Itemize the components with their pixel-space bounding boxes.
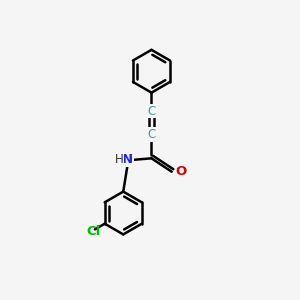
Text: H: H — [114, 153, 123, 166]
Text: C: C — [147, 128, 156, 141]
Text: O: O — [176, 165, 187, 178]
Text: N: N — [122, 153, 133, 166]
Text: C: C — [147, 105, 156, 118]
Text: Cl: Cl — [86, 225, 100, 238]
